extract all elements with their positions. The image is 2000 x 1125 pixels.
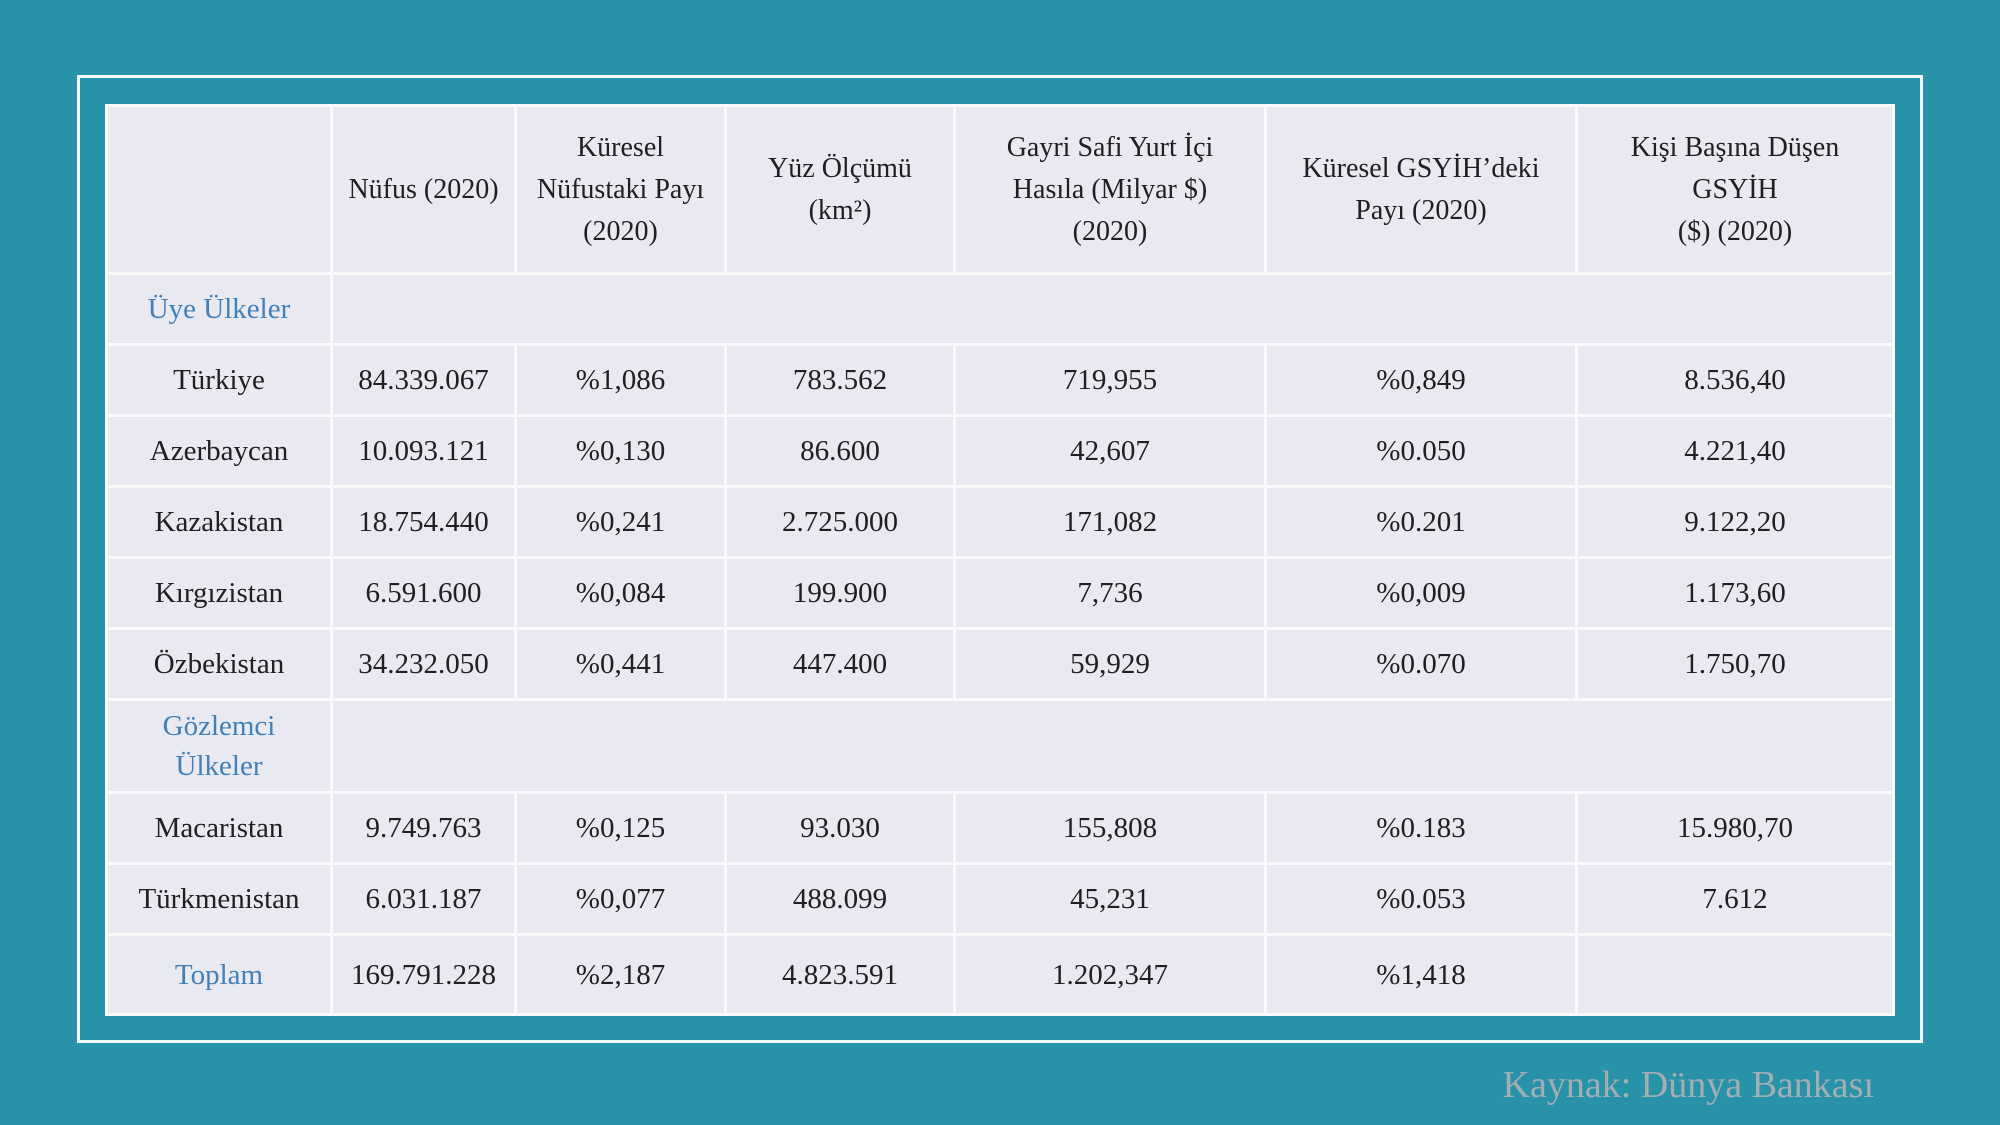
global-gdp-share-cell: %0.201	[1267, 488, 1575, 556]
population-total-cell: 169.791.228	[333, 936, 514, 1013]
global-population-share-cell: %0,130	[517, 417, 724, 485]
header-cell-gdp: Gayri Safi Yurt İçi Hasıla (Milyar $) (2…	[956, 107, 1264, 272]
country-name-cell: Macaristan	[108, 794, 330, 862]
slide-frame: Nüfus (2020) Küresel Nüfustaki Payı (202…	[77, 75, 1923, 1043]
population-cell: 6.031.187	[333, 865, 514, 933]
header-cell-global-gdp-share: Küresel GSYİH’deki Payı (2020)	[1267, 107, 1575, 272]
area-cell: 86.600	[727, 417, 953, 485]
area-cell: 2.725.000	[727, 488, 953, 556]
population-cell: 18.754.440	[333, 488, 514, 556]
gdp-cell: 171,082	[956, 488, 1264, 556]
section-row-label-members: Üye Ülkeler	[108, 275, 330, 343]
population-cell: 34.232.050	[333, 630, 514, 698]
gdp-cell: 42,607	[956, 417, 1264, 485]
country-name-cell: Özbekistan	[108, 630, 330, 698]
gdp-cell: 59,929	[956, 630, 1264, 698]
gdp-per-capita-cell: 7.612	[1578, 865, 1892, 933]
population-cell: 84.339.067	[333, 346, 514, 414]
global-population-share-cell: %0,125	[517, 794, 724, 862]
global-population-share-cell: %0,077	[517, 865, 724, 933]
global-gdp-share-cell: %0,009	[1267, 559, 1575, 627]
country-name-cell: Kazakistan	[108, 488, 330, 556]
gdp-per-capita-cell: 1.750,70	[1578, 630, 1892, 698]
total-row-label: Toplam	[108, 936, 330, 1013]
global-population-share-total-cell: %2,187	[517, 936, 724, 1013]
country-name-cell: Türkmenistan	[108, 865, 330, 933]
area-cell: 488.099	[727, 865, 953, 933]
country-name-cell: Azerbaycan	[108, 417, 330, 485]
global-population-share-cell: %0,241	[517, 488, 724, 556]
header-cell-global-population-share: Küresel Nüfustaki Payı (2020)	[517, 107, 724, 272]
global-population-share-cell: %0,441	[517, 630, 724, 698]
gdp-per-capita-cell: 15.980,70	[1578, 794, 1892, 862]
global-gdp-share-cell: %0.183	[1267, 794, 1575, 862]
gdp-per-capita-cell: 4.221,40	[1578, 417, 1892, 485]
source-note: Kaynak: Dünya Bankası	[1502, 1064, 1874, 1106]
area-cell: 199.900	[727, 559, 953, 627]
area-cell: 93.030	[727, 794, 953, 862]
global-population-share-cell: %0,084	[517, 559, 724, 627]
gdp-cell: 719,955	[956, 346, 1264, 414]
area-cell: 783.562	[727, 346, 953, 414]
country-name-cell: Türkiye	[108, 346, 330, 414]
gdp-cell: 45,231	[956, 865, 1264, 933]
header-cell-area: Yüz Ölçümü (km²)	[727, 107, 953, 272]
global-gdp-share-cell: %0.050	[1267, 417, 1575, 485]
gdp-total-cell: 1.202,347	[956, 936, 1264, 1013]
statistics-table: Nüfus (2020) Küresel Nüfustaki Payı (202…	[105, 104, 1895, 1016]
gdp-per-capita-cell: 8.536,40	[1578, 346, 1892, 414]
gdp-per-capita-total-cell	[1578, 936, 1892, 1013]
gdp-cell: 155,808	[956, 794, 1264, 862]
gdp-per-capita-cell: 1.173,60	[1578, 559, 1892, 627]
population-cell: 10.093.121	[333, 417, 514, 485]
country-name-cell: Kırgızistan	[108, 559, 330, 627]
section-row-spacer	[333, 275, 1892, 343]
header-cell-population: Nüfus (2020)	[333, 107, 514, 272]
global-population-share-cell: %1,086	[517, 346, 724, 414]
area-total-cell: 4.823.591	[727, 936, 953, 1013]
global-gdp-share-cell: %0.053	[1267, 865, 1575, 933]
area-cell: 447.400	[727, 630, 953, 698]
gdp-cell: 7,736	[956, 559, 1264, 627]
population-cell: 6.591.600	[333, 559, 514, 627]
header-cell-empty	[108, 107, 330, 272]
global-gdp-share-cell: %0.070	[1267, 630, 1575, 698]
section-row-label-observers: Gözlemci Ülkeler	[108, 701, 330, 791]
gdp-per-capita-cell: 9.122,20	[1578, 488, 1892, 556]
section-row-spacer	[333, 701, 1892, 791]
population-cell: 9.749.763	[333, 794, 514, 862]
header-cell-gdp-per-capita: Kişi Başına Düşen GSYİH ($) (2020)	[1578, 107, 1892, 272]
global-gdp-share-total-cell: %1,418	[1267, 936, 1575, 1013]
global-gdp-share-cell: %0,849	[1267, 346, 1575, 414]
